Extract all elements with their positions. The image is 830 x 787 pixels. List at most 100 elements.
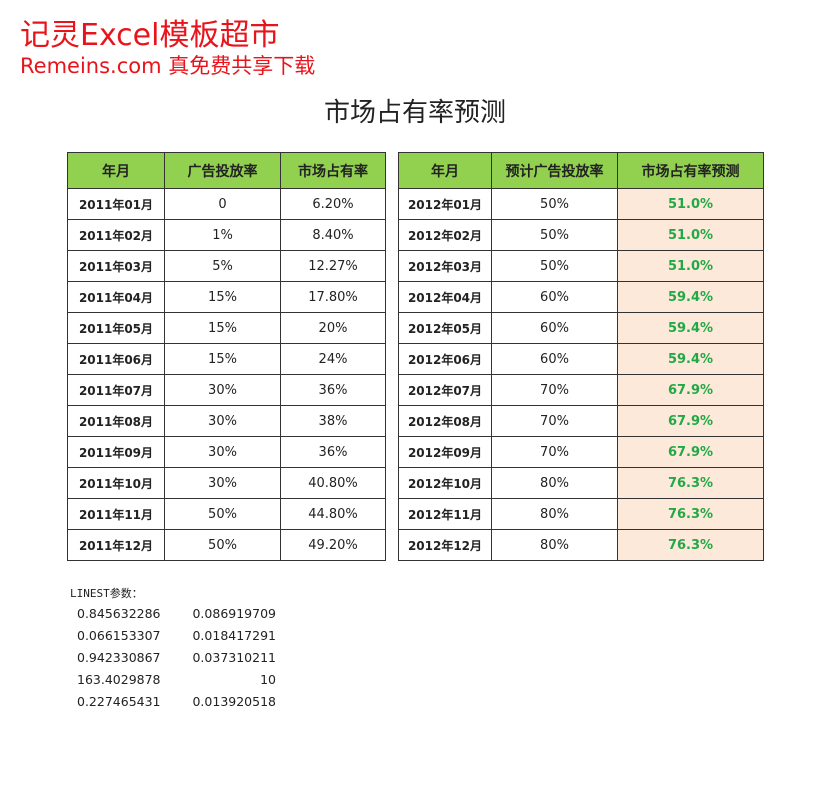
table-cell: 2011年03月 [67, 250, 165, 282]
table-cell: 76.3% [617, 467, 764, 499]
table-cell: 5% [164, 250, 281, 282]
table-cell: 44.80% [280, 498, 386, 530]
table-cell: 80% [491, 498, 618, 530]
linest-value: 0.037310211 [192, 650, 276, 665]
table-cell: 60% [491, 281, 618, 313]
table-cell: 2012年06月 [398, 343, 492, 375]
table-cell: 17.80% [280, 281, 386, 313]
table-cell: 59.4% [617, 281, 764, 313]
table-cell: 1% [164, 219, 281, 251]
table-cell: 49.20% [280, 529, 386, 561]
table-cell: 15% [164, 343, 281, 375]
table-cell: 2011年10月 [67, 467, 165, 499]
table-cell: 80% [491, 529, 618, 561]
linest-value: 10 [260, 672, 276, 687]
table-cell: 24% [280, 343, 386, 375]
table-cell: 2011年12月 [67, 529, 165, 561]
linest-value: 0.018417291 [192, 628, 276, 643]
table-cell: 67.9% [617, 374, 764, 406]
header-cell: 市场占有率预测 [617, 152, 764, 189]
table-cell: 2011年09月 [67, 436, 165, 468]
header-cell: 市场占有率 [280, 152, 386, 189]
table-cell: 60% [491, 343, 618, 375]
table-cell: 2012年08月 [398, 405, 492, 437]
watermark-url: Remeins.com 真免费共享下载 [20, 54, 316, 78]
table-cell: 30% [164, 436, 281, 468]
table-row: 2011年08月 30% 38% [67, 405, 386, 437]
table-cell: 70% [491, 436, 618, 468]
linest-value: 0.013920518 [192, 694, 276, 709]
table-row: 2011年11月 50% 44.80% [67, 498, 386, 530]
table-cell: 50% [164, 529, 281, 561]
table-cell: 2012年10月 [398, 467, 492, 499]
table-cell: 0 [164, 188, 281, 220]
table-cell: 2011年11月 [67, 498, 165, 530]
table-cell: 2012年11月 [398, 498, 492, 530]
table-row: 2011年04月 15% 17.80% [67, 281, 386, 313]
watermark: 记灵Excel模板超市 [20, 18, 280, 53]
table-cell: 15% [164, 312, 281, 344]
title: 市场占有率预测 [323, 98, 506, 128]
forecast-table: 年月 预计广告投放率 市场占有率预测 2012年01月 50% 51.0% 2012年02月… [398, 152, 764, 561]
table-row: 2012年12月 80% 76.3% [398, 529, 764, 561]
table-row: 2011年10月 30% 40.80% [67, 467, 386, 499]
table-row: 2011年09月 30% 36% [67, 436, 386, 468]
table-cell: 70% [491, 374, 618, 406]
table-cell: 80% [491, 467, 618, 499]
header-cell: 年月 [398, 152, 492, 189]
table-cell: 51.0% [617, 188, 764, 220]
table-row: 2012年06月 60% 59.4% [398, 343, 764, 375]
linest-value: 0.845632286 [77, 606, 161, 621]
table-cell: 2012年05月 [398, 312, 492, 344]
table-row: 2011年12月 50% 49.20% [67, 529, 386, 561]
table-cell: 70% [491, 405, 618, 437]
table-row: 2011年05月 15% 20% [67, 312, 386, 344]
table-cell: 12.27% [280, 250, 386, 282]
table-cell: 50% [491, 219, 618, 251]
table-cell: 67.9% [617, 436, 764, 468]
table-row: 2011年02月 1% 8.40% [67, 219, 386, 251]
table-cell: 60% [491, 312, 618, 344]
table-cell: 20% [280, 312, 386, 344]
header-cell: 广告投放率 [164, 152, 281, 189]
linest-value: 0.227465431 [77, 694, 161, 709]
linest-label: LINEST参数： [70, 587, 143, 600]
table-cell: 2012年12月 [398, 529, 492, 561]
linest-value: 163.4029878 [77, 672, 161, 687]
linest-value: 0.086919709 [192, 606, 276, 621]
table-cell: 36% [280, 436, 386, 468]
table-cell: 30% [164, 374, 281, 406]
table-cell: 50% [491, 188, 618, 220]
history-table: 年月 广告投放率 市场占有率 2011年01月 0 6.20% 2011年02月 1% 8.40… [67, 152, 386, 561]
table-cell: 2011年06月 [67, 343, 165, 375]
table-cell: 2012年04月 [398, 281, 492, 313]
header-row: 年月 广告投放率 市场占有率 [67, 152, 386, 189]
table-row: 2012年04月 60% 59.4% [398, 281, 764, 313]
table-cell: 2011年05月 [67, 312, 165, 344]
table-cell: 30% [164, 467, 281, 499]
table-cell: 59.4% [617, 312, 764, 344]
table-row: 2012年08月 70% 67.9% [398, 405, 764, 437]
table-row: 2011年03月 5% 12.27% [67, 250, 386, 282]
table-cell: 59.4% [617, 343, 764, 375]
table-row: 2011年07月 30% 36% [67, 374, 386, 406]
header-row: 年月 预计广告投放率 市场占有率预测 [398, 152, 764, 189]
table-cell: 2011年02月 [67, 219, 165, 251]
table-cell: 2012年02月 [398, 219, 492, 251]
table-cell: 2012年01月 [398, 188, 492, 220]
header-cell: 年月 [67, 152, 165, 189]
table-row: 2012年03月 50% 51.0% [398, 250, 764, 282]
linest-value: 0.066153307 [77, 628, 161, 643]
table-cell: 2011年04月 [67, 281, 165, 313]
table-cell: 50% [164, 498, 281, 530]
table-cell: 2012年09月 [398, 436, 492, 468]
table-cell: 51.0% [617, 219, 764, 251]
table-row: 2012年02月 50% 51.0% [398, 219, 764, 251]
table-row: 2012年01月 50% 51.0% [398, 188, 764, 220]
table-row: 2011年01月 0 6.20% [67, 188, 386, 220]
table-cell: 2012年03月 [398, 250, 492, 282]
table-cell: 67.9% [617, 405, 764, 437]
table-row: 2012年05月 60% 59.4% [398, 312, 764, 344]
table-row: 2012年10月 80% 76.3% [398, 467, 764, 499]
